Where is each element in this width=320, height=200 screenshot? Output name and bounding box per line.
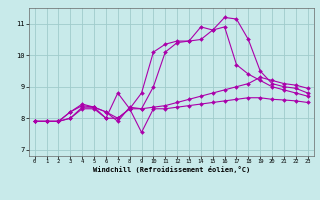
X-axis label: Windchill (Refroidissement éolien,°C): Windchill (Refroidissement éolien,°C) (92, 166, 250, 173)
